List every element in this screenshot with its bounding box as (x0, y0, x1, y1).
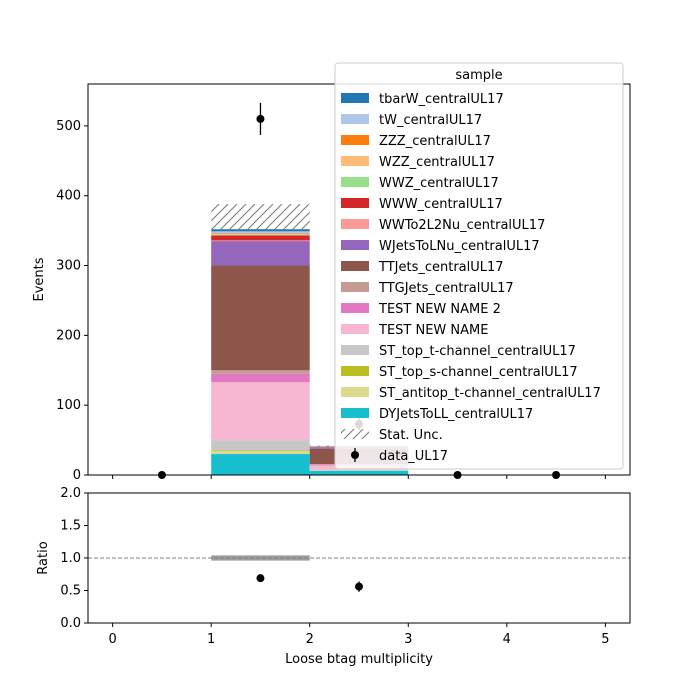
bar-ST_antitop_t-channel_centralUL17-bin-1 (211, 451, 310, 455)
ratio-panel: 0.0 0.5 1.0 1.5 2.0 0 1 2 3 4 5 Ratio Loose btag … (36, 486, 631, 667)
legend-label: WWW_centralUL17 (379, 197, 503, 212)
ratio-y-tick-label: 0.5 (60, 584, 81, 599)
legend-swatch (341, 93, 369, 103)
bar-WWTo2L2Nu_centralUL17-bin-1 (211, 240, 310, 242)
legend-box (334, 62, 624, 470)
bar-TTJets_centralUL17-bin-1 (211, 265, 310, 371)
legend-label: tW_centralUL17 (379, 113, 482, 128)
legend: sample tbarW_centralUL17 tW_centralUL17 ZZ… (334, 62, 624, 470)
legend-swatch (341, 282, 369, 292)
legend-label: ST_top_s-channel_centralUL17 (379, 365, 578, 380)
ratio-points (256, 574, 363, 592)
legend-label: TTJets_centralUL17 (378, 260, 504, 275)
bar-TTGJets_centralUL17-bin-1 (211, 370, 310, 374)
bar-WJetsToLNu_centralUL17-bin-1 (211, 241, 310, 266)
legend-label: WZZ_centralUL17 (379, 155, 495, 170)
legend-label: WWZ_centralUL17 (379, 176, 499, 191)
legend-swatch (341, 408, 369, 418)
bar-tW_centralUL17-bin-1 (211, 231, 310, 234)
ratio-y-tick-label: 0.0 (60, 616, 81, 631)
main-y-ticks: 0 100 200 300 400 500 (56, 119, 88, 483)
x-tick-label: 3 (404, 632, 412, 647)
legend-swatch (341, 177, 369, 187)
legend-label: ST_antitop_t-channel_centralUL17 (379, 386, 601, 401)
ratio-unc-band (211, 555, 310, 561)
ratio-y-axis-label: Ratio (36, 541, 51, 574)
legend-label-stat-unc: Stat. Unc. (379, 428, 443, 443)
legend-swatch (341, 366, 369, 376)
legend-swatch (341, 156, 369, 166)
ratio-point (256, 574, 265, 583)
ratio-point (355, 582, 363, 591)
legend-swatch (341, 219, 369, 229)
y-tick-label: 0 (73, 468, 81, 483)
bar-WWW_centralUL17-bin-1 (211, 235, 310, 241)
ratio-unc-rect (211, 555, 310, 561)
legend-label-data: data_UL17 (379, 449, 448, 464)
legend-label: WJetsToLNu_centralUL17 (379, 239, 540, 254)
ratio-x-ticks: 0 1 2 3 4 5 (108, 623, 610, 647)
legend-label: ZZZ_centralUL17 (379, 134, 491, 149)
y-tick-label: 500 (56, 119, 81, 134)
legend-swatch (341, 324, 369, 334)
x-tick-label: 0 (108, 632, 116, 647)
bar-tbarW_centralUL17-bin-1 (211, 229, 310, 232)
ratio-y-tick-label: 1.0 (60, 551, 81, 566)
legend-swatch (341, 387, 369, 397)
bar-ST_top_s-channel_centralUL17-bin-1 (211, 450, 310, 452)
bar-WZZ_centralUL17-bin-1 (211, 234, 310, 235)
x-tick-label: 4 (503, 632, 511, 647)
legend-label: tbarW_centralUL17 (379, 92, 504, 107)
legend-swatch (341, 261, 369, 271)
legend-swatch (341, 135, 369, 145)
main-x-ticks (112, 475, 606, 479)
legend-swatch (341, 303, 369, 313)
legend-label: TTGJets_centralUL17 (378, 281, 514, 296)
y-tick-label: 200 (56, 328, 81, 343)
x-axis-label: Loose btag multiplicity (285, 652, 433, 667)
legend-data-marker (351, 451, 359, 459)
legend-title: sample (455, 68, 502, 83)
y-tick-label: 300 (56, 259, 81, 274)
bar-TEST NEW NAME 2-bin-1 (211, 373, 310, 383)
bar-TEST NEW NAME-bin-1 (211, 382, 310, 441)
legend-label: DYJetsToLL_centralUL17 (379, 407, 533, 422)
legend-label: TEST NEW NAME 2 (378, 302, 501, 317)
ratio-y-tick-label: 2.0 (60, 486, 81, 501)
legend-items: tbarW_centralUL17 tW_centralUL17 ZZZ_centr… (341, 92, 601, 464)
legend-swatch (341, 240, 369, 250)
legend-label: ST_top_t-channel_centralUL17 (379, 344, 576, 359)
x-tick-label: 5 (601, 632, 609, 647)
legend-label: WWTo2L2Nu_centralUL17 (379, 218, 545, 233)
x-tick-label: 1 (207, 632, 215, 647)
y-tick-label: 400 (56, 189, 81, 204)
ratio-y-tick-label: 1.5 (60, 519, 81, 534)
y-tick-label: 100 (56, 398, 81, 413)
x-tick-label: 2 (306, 632, 314, 647)
bar-DYJetsToLL_centralUL17-bin-1 (211, 454, 310, 475)
legend-swatch (341, 345, 369, 355)
data-point (256, 114, 265, 123)
legend-swatch (341, 114, 369, 124)
bar-WWZ_centralUL17-bin-1 (211, 234, 310, 236)
stacked-bars (211, 229, 409, 475)
legend-label: TEST NEW NAME (378, 323, 488, 338)
bar-ST_top_t-channel_centralUL17-bin-1 (211, 440, 310, 451)
stat-unc-bin-1 (211, 204, 310, 230)
bar-DYJetsToLL_centralUL17-bin-2 (309, 470, 409, 475)
main-y-axis-label: Events (32, 257, 47, 301)
bar-ST_top_t-channel_centralUL17-bin-2 (309, 469, 409, 471)
legend-swatch (341, 198, 369, 208)
legend-swatch-stat-unc (341, 429, 369, 439)
ratio-y-ticks: 0.0 0.5 1.0 1.5 2.0 (60, 486, 88, 631)
bar-ZZZ_centralUL17-bin-1 (211, 233, 310, 235)
